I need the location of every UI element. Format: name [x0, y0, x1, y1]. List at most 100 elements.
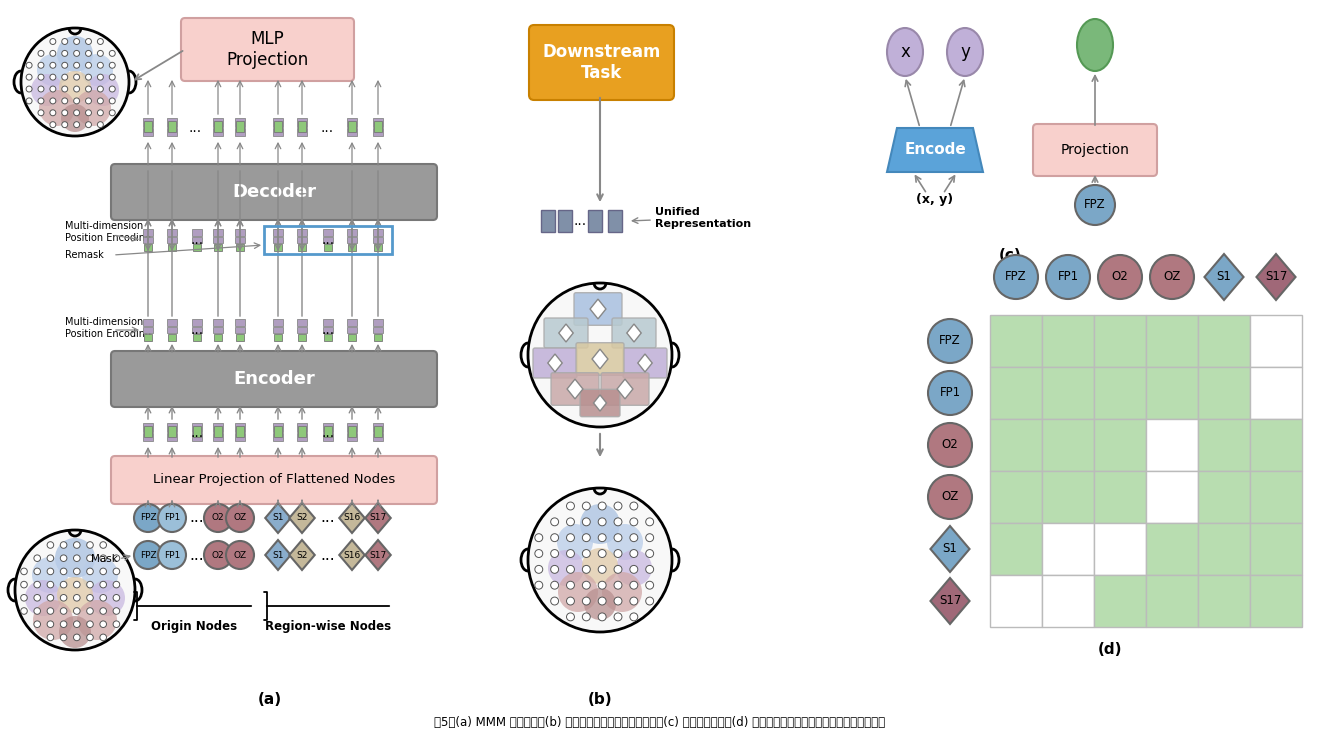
- Circle shape: [21, 581, 28, 588]
- Bar: [168, 427, 176, 438]
- Bar: [374, 432, 383, 441]
- Circle shape: [630, 534, 638, 542]
- Bar: [990, 575, 1041, 627]
- Bar: [297, 118, 308, 127]
- FancyBboxPatch shape: [533, 348, 577, 378]
- Polygon shape: [616, 379, 632, 399]
- Polygon shape: [558, 324, 573, 342]
- Polygon shape: [289, 503, 314, 533]
- Circle shape: [87, 594, 94, 601]
- Circle shape: [928, 319, 972, 363]
- Circle shape: [100, 555, 107, 561]
- Bar: [1250, 367, 1302, 419]
- Circle shape: [598, 613, 606, 621]
- FancyBboxPatch shape: [529, 25, 675, 100]
- Circle shape: [528, 283, 672, 427]
- Circle shape: [630, 550, 638, 558]
- Circle shape: [645, 518, 653, 526]
- Text: S1: S1: [272, 514, 284, 523]
- Circle shape: [598, 581, 606, 589]
- Text: ...: ...: [190, 233, 203, 247]
- Bar: [236, 334, 244, 341]
- Text: (b): (b): [587, 693, 612, 707]
- Bar: [297, 128, 308, 136]
- Text: S17: S17: [370, 514, 387, 523]
- Text: S17: S17: [370, 550, 387, 559]
- Circle shape: [40, 90, 75, 126]
- Circle shape: [602, 572, 642, 612]
- FancyBboxPatch shape: [111, 456, 437, 504]
- Text: S2: S2: [296, 550, 308, 559]
- Bar: [1146, 419, 1199, 471]
- Circle shape: [34, 594, 41, 601]
- Text: S17: S17: [1265, 270, 1287, 284]
- Text: S1: S1: [1217, 270, 1232, 284]
- Circle shape: [158, 541, 186, 569]
- Text: Origin Nodes: Origin Nodes: [150, 620, 238, 633]
- Bar: [214, 244, 222, 251]
- Circle shape: [566, 581, 574, 589]
- Polygon shape: [265, 540, 290, 570]
- Bar: [191, 432, 202, 441]
- Circle shape: [38, 51, 44, 56]
- Bar: [144, 244, 152, 251]
- Circle shape: [62, 51, 67, 56]
- Circle shape: [74, 74, 79, 80]
- Circle shape: [50, 39, 55, 45]
- Bar: [1199, 419, 1250, 471]
- Circle shape: [87, 621, 94, 627]
- Bar: [1094, 367, 1146, 419]
- Bar: [1094, 315, 1146, 367]
- Bar: [193, 334, 201, 341]
- Circle shape: [21, 568, 28, 575]
- Circle shape: [15, 530, 135, 650]
- Circle shape: [61, 568, 67, 575]
- Circle shape: [630, 581, 638, 589]
- Text: ...: ...: [190, 510, 205, 526]
- Bar: [297, 423, 308, 432]
- Circle shape: [86, 98, 91, 104]
- FancyBboxPatch shape: [181, 18, 354, 81]
- Bar: [1199, 315, 1250, 367]
- Circle shape: [34, 555, 41, 561]
- Circle shape: [34, 608, 41, 614]
- Bar: [168, 319, 177, 325]
- FancyBboxPatch shape: [544, 318, 587, 348]
- Circle shape: [38, 98, 44, 104]
- Bar: [298, 244, 306, 251]
- Circle shape: [598, 565, 606, 573]
- Bar: [273, 229, 282, 235]
- Bar: [374, 118, 383, 127]
- Circle shape: [86, 122, 91, 128]
- Circle shape: [98, 86, 103, 92]
- Circle shape: [26, 62, 32, 68]
- Bar: [235, 327, 246, 334]
- Bar: [347, 327, 356, 334]
- Polygon shape: [568, 379, 583, 399]
- Bar: [168, 229, 177, 235]
- Circle shape: [61, 542, 67, 548]
- Bar: [1199, 471, 1250, 523]
- Text: ...: ...: [321, 548, 335, 562]
- Text: O2: O2: [211, 514, 224, 523]
- Circle shape: [61, 608, 67, 614]
- Circle shape: [34, 621, 41, 627]
- Circle shape: [630, 502, 638, 510]
- Circle shape: [74, 122, 79, 128]
- Circle shape: [61, 594, 67, 601]
- Circle shape: [205, 541, 232, 569]
- Bar: [323, 423, 333, 432]
- Bar: [264, 226, 392, 254]
- Text: OZ: OZ: [1163, 270, 1180, 284]
- Text: FPZ: FPZ: [140, 550, 156, 559]
- Bar: [273, 237, 282, 243]
- Circle shape: [48, 581, 54, 588]
- Bar: [347, 432, 356, 441]
- Circle shape: [74, 581, 81, 588]
- Circle shape: [994, 255, 1038, 299]
- Circle shape: [98, 98, 103, 104]
- Circle shape: [614, 502, 622, 510]
- Circle shape: [928, 371, 972, 415]
- Bar: [1250, 575, 1302, 627]
- Circle shape: [86, 51, 91, 56]
